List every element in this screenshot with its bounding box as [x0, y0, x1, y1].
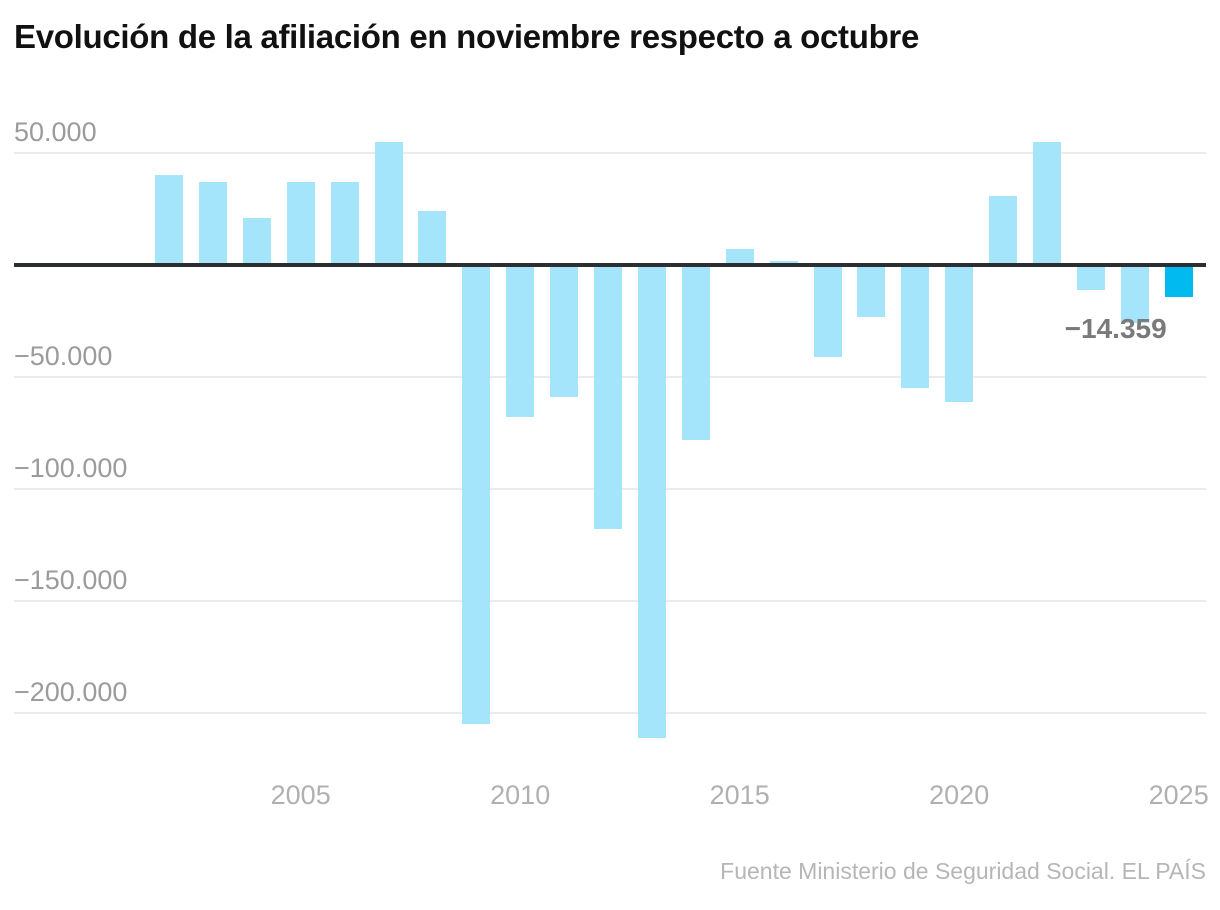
x-axis-tick-label: 2010 [490, 780, 551, 810]
y-axis-tick-label: 50.000 [14, 117, 97, 147]
x-axis-tick-label: 2025 [1148, 780, 1209, 810]
y-gridline [14, 600, 1206, 602]
bar-2007[interactable] [374, 141, 403, 265]
bar-2023[interactable] [1076, 265, 1105, 290]
bar-2006[interactable] [330, 182, 359, 265]
bar-2021[interactable] [989, 195, 1018, 265]
x-axis-tick-label: 2005 [270, 780, 331, 810]
y-axis-tick-label: −50.000 [14, 341, 113, 371]
chart-source-note: Fuente Ministerio de Seguridad Social. E… [720, 858, 1206, 884]
bar-2003[interactable] [198, 182, 227, 265]
y-axis-tick-label: −200.000 [14, 677, 128, 707]
y-gridline [14, 712, 1206, 714]
bar-2009[interactable] [462, 265, 491, 725]
bar-2022[interactable] [1033, 141, 1061, 265]
page-title: Evolución de la afiliación en noviembre … [14, 18, 920, 55]
bar-2018[interactable] [857, 265, 886, 317]
bar-2020[interactable] [945, 265, 974, 402]
bar-2014[interactable] [681, 265, 710, 440]
bar-2011[interactable] [550, 265, 579, 398]
y-gridline [14, 152, 1206, 154]
y-axis-tick-label: −100.000 [14, 453, 128, 483]
plot-area: 50.000 −50.000 −100.000 −150.000 −200.000 200… [14, 117, 1209, 810]
bar-2017[interactable] [813, 265, 842, 357]
zero-baseline [14, 263, 1206, 267]
bar-2004[interactable] [242, 217, 271, 265]
y-axis-tick-label: −150.000 [14, 565, 128, 595]
bar-2024[interactable] [1120, 265, 1149, 324]
bar-2012[interactable] [594, 265, 622, 530]
bar-2015[interactable] [725, 249, 754, 265]
bar-2010[interactable] [506, 265, 535, 418]
x-axis-tick-label: 2015 [709, 780, 770, 810]
bar-2005[interactable] [286, 182, 315, 265]
bar-2002[interactable] [155, 175, 183, 265]
bar-2025[interactable] [1164, 265, 1193, 298]
value-callout-2025: −14.359 [1064, 313, 1167, 344]
bar-2016[interactable] [769, 260, 798, 265]
bar-2008[interactable] [418, 211, 447, 265]
bar-2013[interactable] [637, 265, 666, 738]
x-axis-tick-label: 2020 [929, 780, 990, 810]
bar-2019[interactable] [901, 265, 930, 389]
